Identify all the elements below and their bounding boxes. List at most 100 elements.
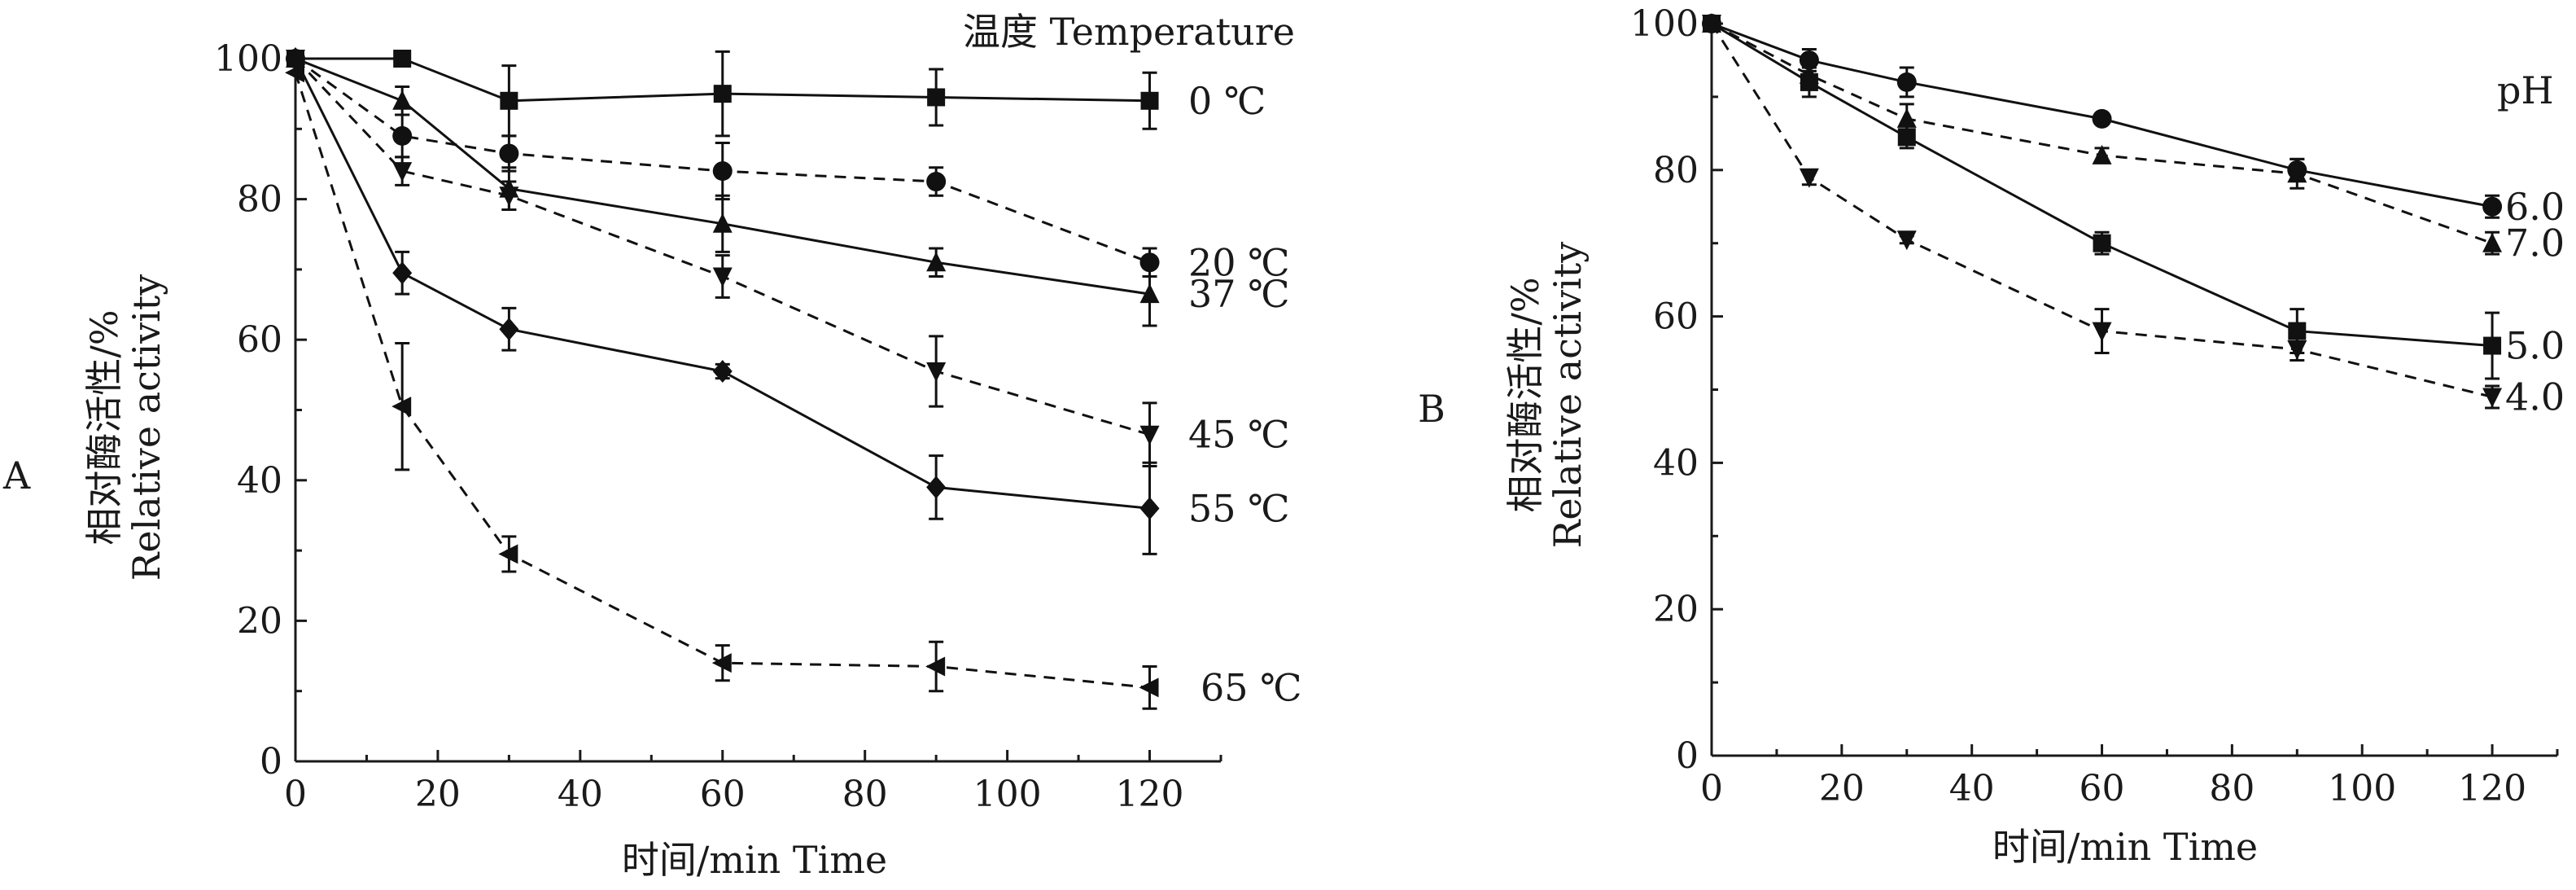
panel-a-data-point bbox=[499, 186, 519, 207]
panel-b-y-tick-label: 0 bbox=[1676, 735, 1699, 777]
panel-a-data-point bbox=[712, 213, 733, 233]
panel-a-series: 20 ℃ bbox=[286, 49, 1290, 284]
panel-b-series-label: 7.0 bbox=[2505, 221, 2565, 265]
panel-a-series-label: 55 ℃ bbox=[1188, 486, 1290, 530]
panel-a-x-axis-title: 时间/min Time bbox=[622, 838, 887, 882]
panel-b-x-tick-label: 0 bbox=[1700, 768, 1723, 809]
panel-b-x-tick-label: 80 bbox=[2209, 768, 2255, 809]
panel-b-series-line bbox=[1711, 22, 2493, 245]
panel-b-data-point bbox=[2092, 144, 2112, 164]
panel-b-series-label: 5.0 bbox=[2505, 324, 2565, 368]
panel-b-data-point bbox=[1897, 128, 1916, 147]
panel-a-data-point bbox=[499, 143, 519, 164]
panel-a-series: 37 ℃ bbox=[286, 48, 1290, 327]
panel-b-series-label: 6.0 bbox=[2505, 185, 2565, 229]
panel-a-data-point bbox=[391, 397, 412, 417]
panel-a-series-line bbox=[295, 57, 1150, 296]
panel-a-y-tick-label: 0 bbox=[260, 741, 282, 783]
panel-b-x-tick-label: 120 bbox=[2458, 768, 2526, 809]
panel-b-data-point bbox=[1896, 72, 1917, 92]
panel-a-data-point bbox=[926, 362, 947, 383]
panel-a-data-point bbox=[393, 50, 412, 68]
panel-b-x-tick-label: 100 bbox=[2328, 768, 2396, 809]
panel-a-y-tick-label: 100 bbox=[214, 38, 282, 80]
panel-b-series: 6.0 bbox=[1702, 14, 2565, 229]
panel-a-plot: 0 20 40 60 80 100 0 20 40 60 80 100 120 0 ℃ 20 ℃37 ℃ 45… bbox=[214, 38, 1302, 815]
panel-a-data-point bbox=[712, 161, 733, 182]
panel-a: A 温度 Temperature 相对酶活性/% Relative activi… bbox=[2, 10, 1302, 882]
panel-b-y-tick-label: 20 bbox=[1653, 589, 1699, 630]
panel-a-series-line bbox=[295, 57, 1150, 103]
panel-a-x-tick-label: 40 bbox=[558, 774, 603, 815]
panel-a-data-point bbox=[392, 125, 413, 146]
panel-b-legend-title: pH bbox=[2497, 68, 2554, 112]
panel-a-data-point bbox=[711, 653, 732, 673]
panel-a-series-line bbox=[294, 58, 1150, 510]
panel-a-series-label: 45 ℃ bbox=[1188, 413, 1290, 457]
panel-a-x-tick-label: 120 bbox=[1116, 774, 1184, 815]
panel-b-data-point bbox=[2287, 163, 2307, 183]
panel-b-data-point bbox=[2092, 108, 2112, 129]
panel-a-data-point bbox=[392, 90, 413, 110]
panel-b-data-point bbox=[2482, 232, 2503, 252]
panel-a-data-point bbox=[926, 476, 947, 499]
panel-a-series: 55 ℃ bbox=[286, 47, 1290, 555]
panel-a-x-tick-label: 20 bbox=[415, 774, 461, 815]
panel-a-series-line bbox=[294, 72, 1150, 689]
panel-a-x-tick-label: 0 bbox=[284, 774, 307, 815]
panel-a-y-tick-label: 60 bbox=[237, 319, 282, 361]
panel-a-label: A bbox=[2, 454, 31, 498]
panel-a-data-point bbox=[498, 544, 518, 564]
panel-b-series-label: 4.0 bbox=[2505, 375, 2565, 419]
panel-a-data-point bbox=[392, 162, 413, 182]
panel-a-x-tick-label: 80 bbox=[842, 774, 888, 815]
panel-b-x-tick-label: 20 bbox=[1819, 768, 1865, 809]
panel-a-series-line bbox=[294, 57, 1150, 436]
panel-b-data-point bbox=[1800, 72, 1818, 91]
panel-a-series-label: 65 ℃ bbox=[1201, 665, 1302, 709]
panel-b-y-axis-title-cn: 相对酶活性/% bbox=[1503, 277, 1547, 512]
panel-a-series-label: 0 ℃ bbox=[1188, 79, 1266, 123]
panel-a-data-point bbox=[926, 172, 947, 192]
panel-b-data-point bbox=[2092, 322, 2112, 342]
panel-b-x-axis-title: 时间/min Time bbox=[1992, 825, 2258, 869]
panel-a-data-point bbox=[927, 88, 946, 107]
panel-a-data-point bbox=[500, 91, 518, 110]
panel-a-data-point bbox=[1139, 497, 1160, 520]
panel-b-x-tick-label: 40 bbox=[1949, 768, 1995, 809]
panel-b-plot: 0 20 40 60 80 100 0 20 40 60 80 100 120 6.07.0 5.0 4.0 bbox=[1630, 3, 2565, 809]
panel-b-data-point bbox=[2093, 234, 2111, 252]
panel-a-data-point bbox=[1139, 425, 1160, 445]
panel-a-series-label: 20 ℃ bbox=[1188, 240, 1290, 284]
panel-b: B pH 相对酶活性/% Relative activity 时间/min Ti… bbox=[1418, 3, 2565, 869]
panel-b-data-point bbox=[1896, 230, 1917, 251]
panel-a-series: 45 ℃ bbox=[286, 50, 1290, 468]
panel-a-data-point bbox=[712, 360, 733, 384]
panel-a-y-tick-label: 40 bbox=[237, 460, 282, 502]
panel-b-y-tick-label: 60 bbox=[1653, 296, 1699, 338]
panel-b-data-point bbox=[2288, 322, 2307, 340]
panel-a-data-point bbox=[1139, 677, 1159, 698]
panel-a-data-point bbox=[392, 261, 413, 285]
panel-b-y-tick-label: 40 bbox=[1653, 442, 1699, 484]
panel-a-series: 0 ℃ bbox=[286, 50, 1266, 138]
panel-b-series: 5.0 bbox=[1703, 15, 2565, 380]
panel-b-data-point bbox=[2483, 336, 2502, 355]
panel-b-data-point bbox=[1702, 15, 1721, 34]
panel-a-y-tick-label: 20 bbox=[237, 600, 282, 642]
panel-b-series-line bbox=[1711, 22, 2493, 348]
panel-a-data-point bbox=[286, 47, 305, 70]
panel-a-data-point bbox=[1140, 91, 1159, 110]
panel-b-data-point bbox=[2287, 340, 2307, 361]
panel-a-series-line bbox=[295, 57, 1151, 264]
panel-a-data-point bbox=[285, 63, 304, 83]
panel-a-y-axis-title-en: Relative activity bbox=[125, 274, 168, 581]
panel-a-data-point bbox=[926, 252, 947, 272]
panel-a-data-point bbox=[713, 85, 732, 103]
panel-a-y-tick-label: 80 bbox=[237, 179, 282, 221]
panel-b-series-line bbox=[1711, 22, 2493, 208]
panel-b-y-tick-label: 80 bbox=[1653, 150, 1699, 191]
panel-a-data-point bbox=[499, 318, 519, 341]
panel-b-label: B bbox=[1418, 387, 1445, 431]
